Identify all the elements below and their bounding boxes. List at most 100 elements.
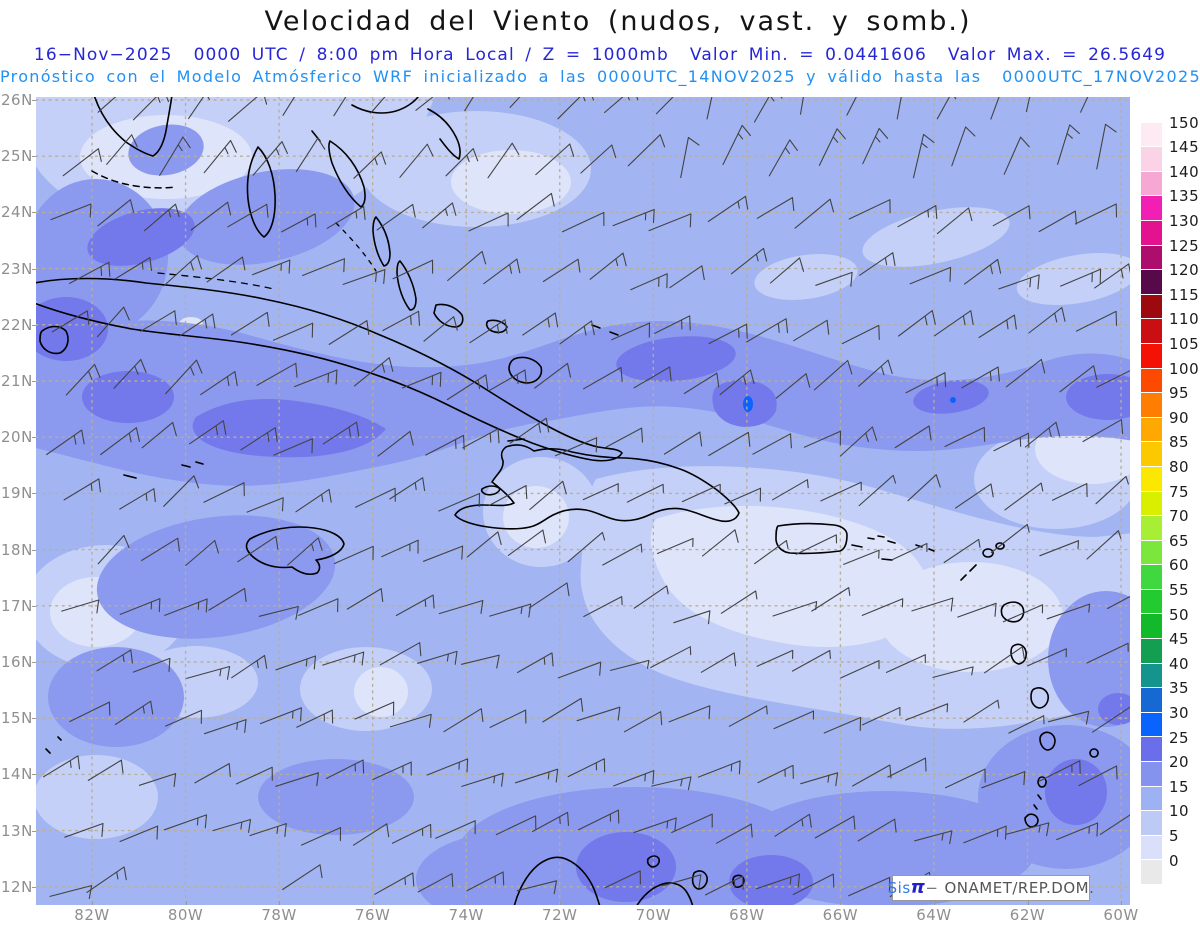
- colorbar-label: 140: [1169, 162, 1200, 181]
- lon-label: 68W: [729, 906, 765, 924]
- colorbar-segment: [1141, 343, 1162, 369]
- colorbar-label: 5: [1169, 827, 1180, 845]
- lat-tick: [32, 493, 36, 495]
- lat-label: 16N: [1, 653, 33, 671]
- lat-tick: [32, 156, 36, 158]
- lat-label: 14N: [1, 765, 33, 784]
- lon-tick: [746, 901, 748, 905]
- colorbar-label: 15: [1169, 777, 1190, 796]
- colorbar-label: 100: [1169, 359, 1200, 378]
- colorbar-label: 105: [1169, 335, 1200, 353]
- colorbar-label: 110: [1169, 310, 1200, 329]
- lon-tick: [185, 901, 187, 905]
- colorbar-segment: [1141, 196, 1162, 221]
- colorbar-label: 130: [1169, 212, 1200, 230]
- colorbar-segment: [1141, 811, 1162, 836]
- colorbar-segment: [1141, 663, 1162, 689]
- lat-label: 21N: [1, 372, 33, 390]
- colorbar-segment: [1141, 639, 1162, 664]
- lon-tick: [559, 901, 561, 905]
- lat-label: 19N: [1, 484, 33, 503]
- colorbar-label: 35: [1169, 679, 1190, 698]
- lat-label: 17N: [1, 596, 33, 615]
- colorbar-label: 145: [1169, 138, 1200, 157]
- colorbar-label: 150: [1169, 113, 1200, 132]
- lat-tick: [32, 212, 36, 214]
- colorbar-segment: [1141, 540, 1162, 566]
- colorbar-segment: [1141, 417, 1162, 443]
- lon-tick: [279, 901, 281, 905]
- colorbar-segment: [1141, 147, 1162, 172]
- lat-label: 22N: [1, 315, 33, 334]
- watermark-brand: Sis: [887, 879, 911, 897]
- lon-tick: [92, 901, 93, 905]
- colorbar-segment: [1141, 712, 1162, 738]
- pi-icon: π: [910, 877, 926, 898]
- watermark-org: ONAMET/REP.DOM.: [944, 879, 1095, 897]
- valid-time-subtitle: 16−Nov−2025 0000 UTC / 8:00 pm Hora Loca…: [33, 45, 1167, 65]
- colorbar-label: 60: [1169, 556, 1190, 575]
- lat-tick: [32, 381, 36, 382]
- colorbar-label: 45: [1169, 630, 1190, 649]
- lon-label: 62W: [1009, 906, 1046, 924]
- colorbar-label: 10: [1169, 802, 1190, 821]
- colorbar-segment: [1141, 860, 1162, 885]
- lon-tick: [933, 901, 935, 905]
- colorbar-segment: [1141, 614, 1162, 640]
- lat-tick: [32, 549, 36, 551]
- colorbar-label: 65: [1169, 531, 1190, 550]
- lon-tick: [653, 901, 655, 905]
- colorbar-label: 75: [1169, 482, 1190, 501]
- lat-label: 26N: [1, 91, 33, 109]
- lat-label: 13N: [1, 821, 33, 840]
- colorbar-segment: [1141, 220, 1162, 246]
- lon-label: 82W: [74, 906, 110, 924]
- lon-tick: [1027, 901, 1029, 905]
- colorbar-label: 120: [1169, 261, 1200, 280]
- colorbar-segment: [1141, 171, 1162, 197]
- colorbar-label: 25: [1169, 728, 1190, 747]
- colorbar-segment: [1141, 122, 1162, 148]
- lat-label: 18N: [1, 540, 33, 559]
- lat-tick: [32, 886, 36, 888]
- lon-label: 66W: [822, 906, 859, 924]
- map-area: [24, 71, 1164, 927]
- lat-tick: [32, 774, 36, 776]
- colorbar-segment: [1141, 737, 1162, 763]
- lat-label: 23N: [1, 259, 33, 278]
- lon-label: 64W: [916, 906, 952, 924]
- colorbar-segment: [1141, 565, 1162, 590]
- lon-label: 74W: [448, 906, 484, 924]
- lon-tick: [372, 901, 374, 905]
- colorbar-segment: [1141, 491, 1162, 517]
- lat-tick: [32, 324, 36, 326]
- colorbar-label: 115: [1169, 285, 1200, 304]
- colorbar-label: 90: [1169, 408, 1190, 427]
- colorbar-segment: [1141, 688, 1162, 713]
- colorbar-label: 70: [1169, 507, 1190, 526]
- lat-label: 25N: [1, 147, 33, 166]
- lat-tick: [32, 830, 36, 832]
- colorbar-segment: [1141, 294, 1162, 320]
- colorbar-segment: [1141, 270, 1162, 295]
- lat-label: 24N: [1, 203, 33, 222]
- lon-label: 70W: [635, 906, 671, 924]
- lon-label: 78W: [261, 906, 297, 924]
- colorbar-label: 30: [1169, 704, 1190, 722]
- lat-tick: [32, 100, 36, 101]
- colorbar-segment: [1141, 245, 1162, 271]
- colorbar-label: 80: [1169, 458, 1190, 476]
- lon-label: 76W: [354, 906, 391, 924]
- colorbar-segment: [1141, 368, 1162, 394]
- lon-tick: [840, 901, 842, 905]
- lon-tick: [1121, 901, 1123, 905]
- lat-label: 12N: [1, 877, 33, 896]
- colorbar-label: 55: [1169, 581, 1190, 599]
- colorbar-segment: [1141, 835, 1162, 861]
- watermark-separator: −: [925, 879, 939, 897]
- colorbar-segment: [1141, 98, 1162, 123]
- colorbar-label: 95: [1169, 384, 1190, 403]
- lat-label: 20N: [1, 428, 33, 447]
- colorbar-segment: [1141, 516, 1162, 541]
